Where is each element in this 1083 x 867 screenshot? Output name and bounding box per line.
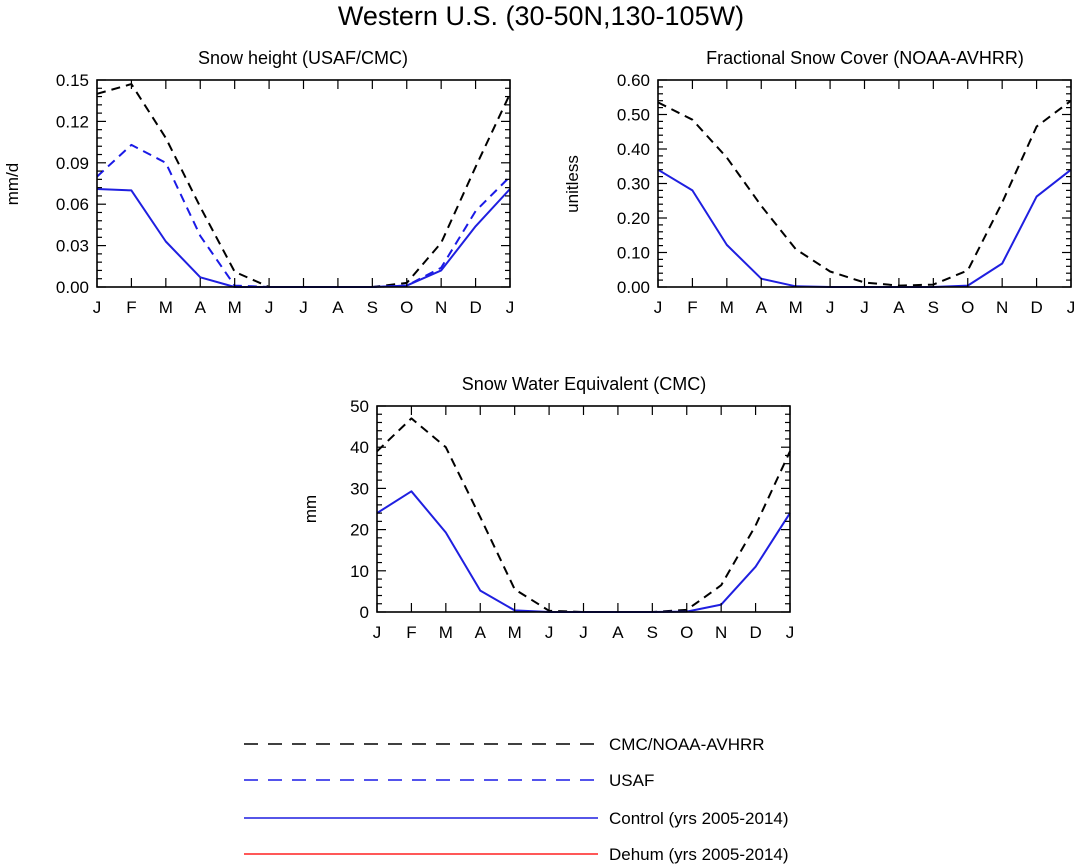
x-tick-label: F (406, 623, 416, 642)
y-tick-label: 0.10 (617, 244, 650, 263)
plot-frame (376, 405, 791, 613)
y-tick-label: 10 (350, 562, 369, 581)
x-tick-label: J (265, 298, 274, 317)
panel-snow-water-equivalent: Snow Water Equivalent (CMC) mm 0 10 20 30 40… (301, 374, 794, 642)
series-line-control-yrs-2005-2014 (376, 490, 791, 613)
y-tick-label: 0.03 (56, 237, 89, 256)
figure-title: Western U.S. (30-50N,130-105W) (338, 1, 744, 31)
legend-item-dehum: Dehum (yrs 2005-2014) (244, 845, 789, 864)
legend-label: CMC/NOAA-AVHRR (609, 735, 765, 754)
plot-frame (657, 79, 1072, 288)
x-tick-label: M (508, 623, 522, 642)
y-tick-label: 0.15 (56, 71, 89, 90)
x-tick-label: J (506, 298, 515, 317)
y-tick-label: 0.20 (617, 209, 650, 228)
x-tick-label: J (654, 298, 663, 317)
legend-label: Dehum (yrs 2005-2014) (609, 845, 789, 864)
y-axis-label: unitless (563, 155, 582, 213)
x-tick-label: O (400, 298, 413, 317)
y-tick-label: 0.00 (617, 278, 650, 297)
x-tick-label: S (367, 298, 378, 317)
y-tick-label: 0.50 (617, 106, 650, 125)
y-tick-label: 0.12 (56, 112, 89, 131)
y-tick-label: 0.40 (617, 140, 650, 159)
x-tick-label: M (789, 298, 803, 317)
y-tick-label: 0.00 (56, 278, 89, 297)
legend-label: USAF (609, 771, 654, 790)
panel-title: Snow height (USAF/CMC) (198, 48, 408, 68)
y-tick-label: 0.60 (617, 71, 650, 90)
x-tick-label: M (720, 298, 734, 317)
y-tick-label: 30 (350, 479, 369, 498)
y-tick-label: 40 (350, 438, 369, 457)
x-tick-label: J (373, 623, 382, 642)
x-tick-label: J (299, 298, 308, 317)
x-tick-label: A (332, 298, 344, 317)
x-tick-label: S (647, 623, 658, 642)
x-tick-label: A (612, 623, 624, 642)
x-tick-label: J (93, 298, 102, 317)
legend: CMC/NOAA-AVHRR USAF Control (yrs 2005-20… (244, 735, 789, 864)
y-tick-label: 0.30 (617, 175, 650, 194)
x-tick-label: M (439, 623, 453, 642)
x-tick-label: A (893, 298, 905, 317)
series-line-cmc-noaa-avhrr (376, 417, 791, 613)
panel-title: Snow Water Equivalent (CMC) (462, 374, 706, 394)
y-tick-label: 0.09 (56, 154, 89, 173)
y-tick-label: 50 (350, 397, 369, 416)
legend-item-usaf: USAF (244, 771, 654, 790)
y-axis-label: mm (301, 495, 320, 523)
x-tick-label: D (749, 623, 761, 642)
y-tick-label: 0.06 (56, 195, 89, 214)
y-axis-label: mm/d (3, 163, 22, 206)
x-tick-label: S (928, 298, 939, 317)
x-tick-label: J (1067, 298, 1076, 317)
x-tick-label: M (159, 298, 173, 317)
legend-item-control: Control (yrs 2005-2014) (244, 809, 789, 828)
x-tick-label: D (469, 298, 481, 317)
x-tick-label: M (228, 298, 242, 317)
x-tick-label: N (435, 298, 447, 317)
x-tick-label: O (961, 298, 974, 317)
series-line-control-yrs-2005-2014 (96, 188, 511, 288)
panel-title: Fractional Snow Cover (NOAA-AVHRR) (706, 48, 1024, 68)
x-tick-label: D (1030, 298, 1042, 317)
x-tick-label: J (579, 623, 588, 642)
y-tick-label: 0 (360, 603, 369, 622)
x-tick-label: F (687, 298, 697, 317)
x-tick-label: J (826, 298, 835, 317)
x-tick-label: F (126, 298, 136, 317)
panel-fractional-snow-cover: Fractional Snow Cover (NOAA-AVHRR) unitl… (563, 48, 1075, 317)
x-tick-label: J (786, 623, 795, 642)
x-tick-label: J (860, 298, 869, 317)
x-tick-label: N (715, 623, 727, 642)
x-tick-label: A (195, 298, 207, 317)
panel-snow-height: Snow height (USAF/CMC) mm/d 0.00 0.03 0.06… (3, 48, 514, 317)
x-tick-label: A (475, 623, 487, 642)
x-tick-label: N (996, 298, 1008, 317)
series-line-usaf (96, 143, 511, 288)
x-tick-label: J (545, 623, 554, 642)
x-tick-label: O (680, 623, 693, 642)
series-line-cmc-noaa-avhrr (657, 99, 1072, 287)
legend-label: Control (yrs 2005-2014) (609, 809, 789, 828)
x-tick-label: A (756, 298, 768, 317)
y-tick-label: 20 (350, 521, 369, 540)
legend-item-cmc-noaa-avhrr: CMC/NOAA-AVHRR (244, 735, 765, 754)
